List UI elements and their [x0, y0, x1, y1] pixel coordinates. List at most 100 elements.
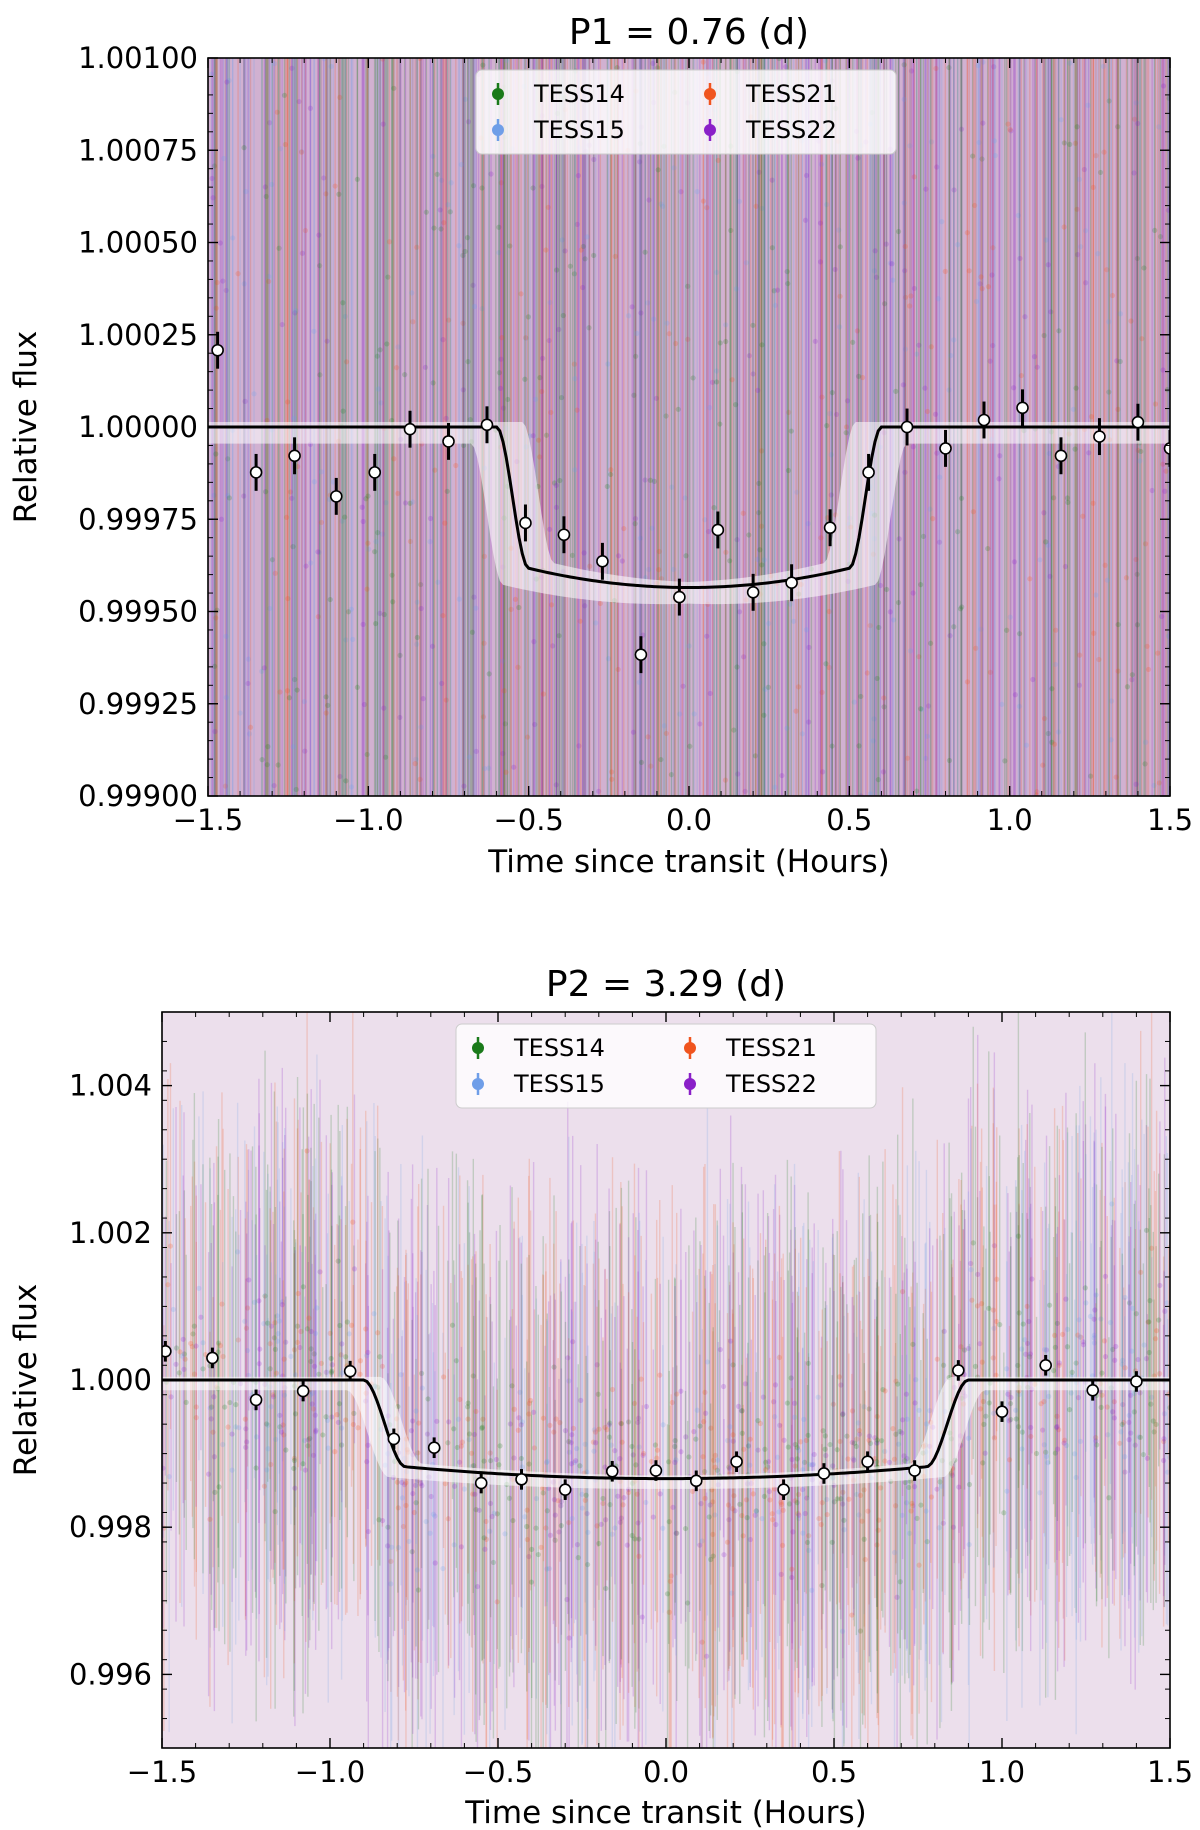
raw-point	[632, 58, 638, 796]
raw-point	[291, 1098, 298, 1602]
binned-point	[387, 1428, 401, 1450]
raw-point	[308, 1147, 314, 1576]
raw-point	[348, 1163, 355, 1487]
raw-point	[745, 1277, 752, 1615]
raw-point	[1093, 1129, 1099, 1461]
raw-point	[410, 1253, 416, 1734]
raw-point	[846, 1353, 852, 1646]
raw-point	[343, 1206, 349, 1508]
raw-point	[632, 1349, 638, 1729]
raw-point	[862, 1390, 868, 1729]
raw-point	[980, 1245, 986, 1558]
raw-point	[1073, 1220, 1079, 1735]
chart-title-p1: P1 = 0.76 (d)	[569, 12, 809, 53]
raw-point	[283, 1296, 289, 1604]
raw-point	[677, 58, 683, 796]
legend-box-p1	[475, 69, 897, 155]
raw-point	[895, 1134, 901, 1634]
raw-point	[707, 58, 713, 796]
raw-point	[647, 58, 654, 796]
raw-point	[1111, 1197, 1117, 1606]
raw-point	[399, 1336, 405, 1629]
raw-point	[600, 1337, 606, 1670]
raw-point	[792, 1248, 798, 1748]
raw-point	[729, 58, 735, 796]
raw-point	[351, 1245, 357, 1582]
binned-point	[519, 504, 532, 542]
raw-point	[1098, 1077, 1104, 1561]
raw-point	[714, 58, 720, 796]
raw-point	[533, 1298, 539, 1699]
raw-point	[656, 58, 662, 796]
raw-point	[329, 1225, 335, 1517]
y-tick-label: 1.00100	[78, 41, 198, 75]
raw-point	[1135, 1164, 1141, 1555]
raw-point	[270, 1223, 277, 1570]
raw-point	[310, 1166, 316, 1621]
raw-point	[1082, 1032, 1088, 1544]
raw-point	[275, 1122, 281, 1545]
raw-point	[324, 1233, 331, 1608]
raw-point	[715, 58, 721, 796]
legend-box-p2	[455, 1023, 877, 1109]
raw-point	[697, 1354, 703, 1736]
raw-point	[811, 1223, 817, 1686]
legend-marker	[684, 1042, 696, 1054]
raw-point	[536, 58, 542, 796]
raw-point	[335, 1104, 341, 1418]
raw-point	[531, 1309, 538, 1587]
raw-point	[245, 1169, 252, 1581]
legend-p1: TESS14 TESS21 TESS15 TESS22	[475, 69, 897, 155]
raw-point	[702, 1275, 708, 1668]
raw-point	[642, 58, 648, 796]
raw-point	[543, 1318, 550, 1607]
raw-point	[725, 1338, 732, 1672]
raw-point	[1015, 1225, 1022, 1629]
raw-point	[772, 1184, 778, 1650]
raw-point	[769, 58, 775, 796]
raw-point	[673, 1264, 679, 1656]
raw-point	[1018, 1124, 1025, 1574]
raw-point	[548, 58, 555, 796]
raw-point	[636, 1359, 642, 1748]
raw-point	[592, 1213, 599, 1651]
raw-point	[471, 1315, 477, 1616]
raw-point	[1041, 1270, 1047, 1534]
raw-point	[671, 58, 677, 796]
raw-point	[844, 1304, 850, 1569]
raw-point	[796, 1352, 802, 1678]
y-tick-label: 1.000	[69, 1363, 152, 1397]
raw-point	[735, 58, 741, 796]
axis-ticks-p2: −1.5 −1.0 −0.5 0.0 0.5 1.0 1.5 0.996 0.998 1.000 1…	[69, 1011, 1193, 1789]
raw-point	[804, 1384, 811, 1700]
raw-point	[620, 1283, 626, 1726]
raw-point	[562, 1276, 568, 1585]
raw-point	[600, 1340, 606, 1657]
raw-point	[723, 58, 729, 796]
raw-point	[318, 1141, 325, 1585]
raw-point	[608, 1313, 615, 1577]
raw-point	[865, 1258, 871, 1748]
raw-point	[834, 1231, 840, 1669]
raw-point	[1023, 1139, 1029, 1569]
raw-point	[873, 1287, 880, 1599]
x-tick-label: 1.5	[1147, 803, 1193, 837]
raw-point	[1024, 1089, 1031, 1598]
raw-point	[602, 1268, 608, 1587]
raw-point	[454, 1302, 460, 1593]
raw-point	[235, 1156, 241, 1524]
raw-point	[519, 1294, 525, 1640]
raw-point	[1069, 1232, 1075, 1513]
raw-point	[283, 1107, 289, 1577]
raw-point	[608, 58, 614, 796]
raw-point	[267, 1208, 273, 1480]
raw-point	[1077, 1085, 1083, 1588]
raw-point	[991, 1204, 997, 1671]
raw-point	[176, 1211, 182, 1535]
raw-point	[220, 1262, 226, 1627]
raw-point	[678, 1279, 684, 1624]
raw-point	[1138, 1030, 1144, 1514]
raw-point	[986, 1051, 992, 1566]
raw-point	[1087, 1116, 1094, 1517]
raw-point	[1037, 1279, 1043, 1706]
